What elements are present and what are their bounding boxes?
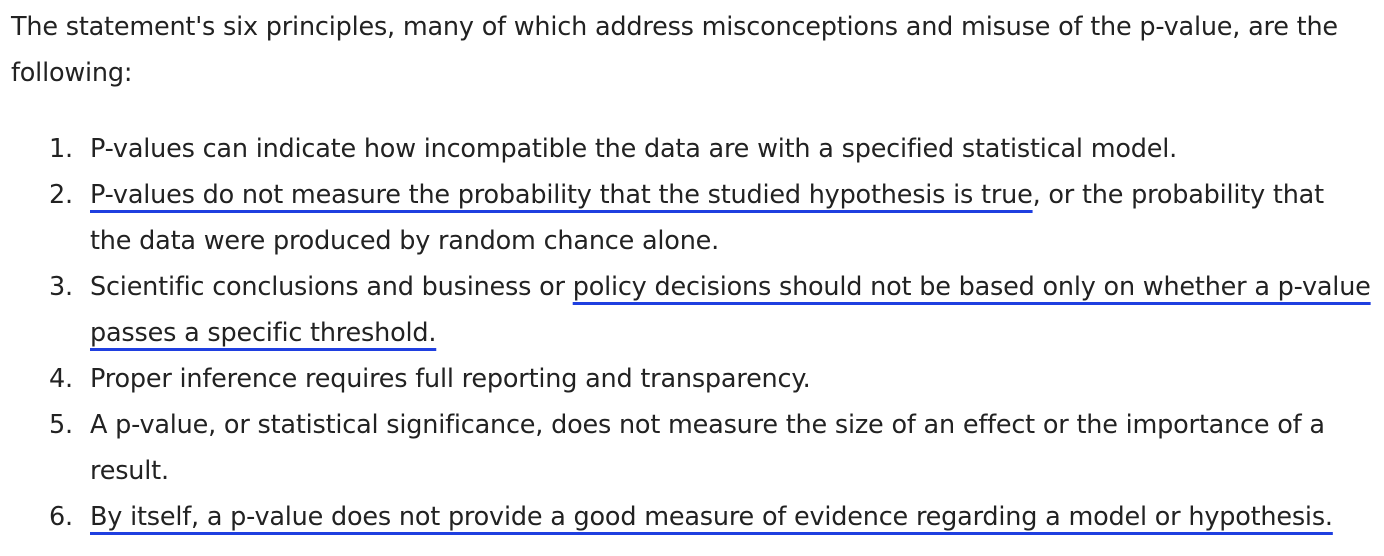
list-number: 3. bbox=[49, 272, 73, 302]
list-item: 5. A p-value, or statistical significance… bbox=[11, 402, 1372, 494]
list-item: 3. Scientific conclusions and business or… bbox=[11, 264, 1372, 356]
principles-list: 1. P-values can indicate how incompatible… bbox=[11, 126, 1372, 540]
highlighted-text: By itself, a p-value does not provide a … bbox=[90, 502, 1333, 532]
intro-paragraph: The statement's six principles, many of … bbox=[11, 12, 1338, 88]
list-item: 2. P-values do not measure the probabilit… bbox=[11, 172, 1372, 264]
highlighted-text: policy decisions should not be based onl… bbox=[90, 272, 1371, 348]
list-number: 2. bbox=[49, 180, 73, 210]
list-item: 4. Proper inference requires full reporti… bbox=[11, 356, 1372, 402]
item-text: Proper inference requires full reporting… bbox=[90, 364, 811, 394]
highlighted-text: P-values do not measure the probability … bbox=[90, 180, 1033, 210]
list-number: 4. bbox=[49, 364, 73, 394]
list-number: 1. bbox=[49, 134, 73, 164]
list-number: 6. bbox=[49, 502, 73, 532]
item-text: A p-value, or statistical significance, … bbox=[90, 410, 1325, 486]
item-text: P-values can indicate how incompatible t… bbox=[90, 134, 1178, 164]
list-number: 5. bbox=[49, 410, 73, 440]
list-item: 1. P-values can indicate how incompatible… bbox=[11, 126, 1372, 172]
item-text: , or the probability that the data were … bbox=[90, 180, 1324, 256]
list-item: 6. By itself, a p-value does not provide … bbox=[11, 494, 1372, 540]
item-text: Scientific conclusions and business or bbox=[90, 272, 573, 302]
